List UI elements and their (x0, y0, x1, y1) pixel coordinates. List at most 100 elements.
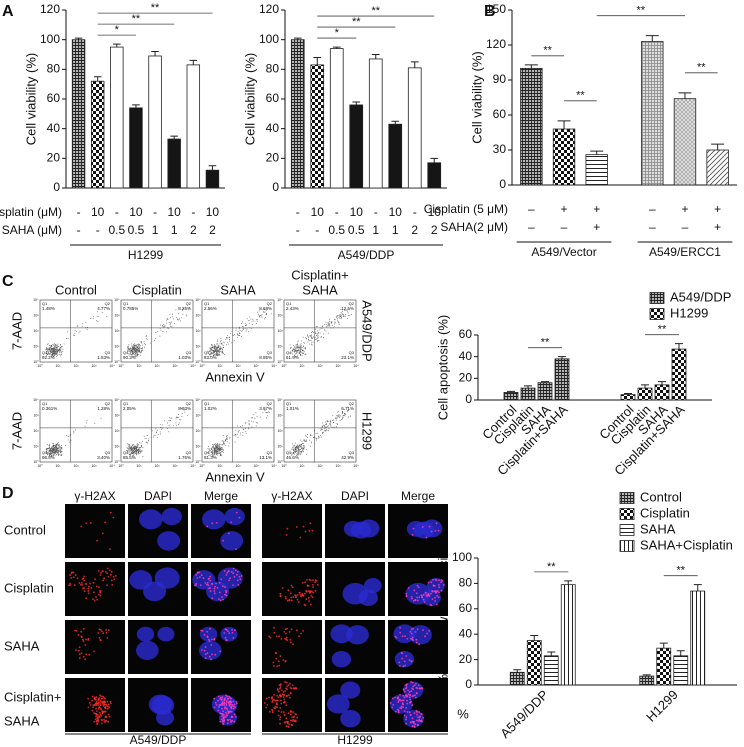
flow-dot (134, 450, 136, 452)
foci (228, 632, 231, 635)
flow-tick: 10² (33, 329, 39, 333)
foci (211, 522, 214, 525)
foci (96, 710, 98, 713)
flow-dot (325, 324, 327, 326)
flow-dot (335, 316, 337, 318)
flow-dot (77, 324, 79, 326)
error-bar (658, 381, 666, 385)
flow-dot (300, 346, 301, 348)
flow-dot (242, 328, 244, 329)
flow-dot (333, 426, 335, 428)
flow-dot (293, 350, 295, 352)
error-bar (524, 385, 532, 389)
flow-dot (56, 353, 58, 355)
flow-dot (339, 317, 341, 319)
flow-dot (56, 454, 57, 456)
flow-dot (144, 346, 145, 348)
flow-tick: 10⁴ (33, 398, 39, 402)
foci (106, 700, 109, 703)
quadrant-label: Q1 (204, 301, 210, 306)
foci (425, 594, 428, 596)
error-bar (507, 390, 515, 393)
flow-tick: 10³ (195, 313, 201, 317)
flow-dot (341, 317, 343, 319)
flow-dot (152, 436, 154, 438)
flow-dot (133, 448, 135, 450)
flow-dot (299, 349, 301, 351)
foci (89, 522, 92, 524)
flow-dot (45, 355, 47, 357)
foci (403, 690, 406, 693)
foci (417, 724, 419, 727)
flow-dot (347, 311, 349, 313)
flow-tick: 10² (114, 329, 120, 333)
flow-dot (131, 446, 133, 448)
flow-dot (264, 410, 266, 412)
bar (543, 655, 559, 686)
foci (87, 590, 90, 592)
flow-dot (299, 443, 301, 445)
flow-dot (98, 315, 100, 317)
flow-dot (151, 430, 153, 432)
flow-dot (338, 324, 340, 326)
flow-tick: 10⁰ (199, 464, 205, 468)
foci (80, 630, 83, 633)
row-label: SAHA (4, 638, 40, 653)
flow-dot (209, 454, 211, 456)
flow-dot (216, 442, 218, 444)
flow-dot (68, 441, 70, 443)
flow-dot (238, 334, 240, 336)
foci (73, 584, 76, 586)
flow-dot (59, 451, 61, 453)
flow-dot (291, 350, 293, 352)
flow-dot (317, 340, 319, 342)
foci (286, 722, 289, 725)
flow-dot (67, 331, 68, 333)
flow-dot (300, 453, 302, 455)
foci (228, 703, 230, 705)
foci (277, 690, 280, 693)
flow-dot (159, 431, 161, 433)
axis-label: 7-AAD (9, 412, 24, 450)
flow-tick: 10⁰ (33, 460, 39, 464)
flow-dot (212, 346, 214, 348)
flow-dot (48, 353, 50, 355)
flow-dot (167, 317, 169, 319)
flow-tick: 10² (235, 364, 241, 368)
flow-dot (255, 323, 257, 324)
flow-dot (172, 313, 173, 315)
y-tick-label: 100 (259, 32, 279, 46)
flow-dot (182, 309, 183, 311)
flow-dot (213, 346, 215, 348)
flow-dot (348, 314, 350, 316)
foci (87, 697, 90, 700)
flow-dot (128, 453, 130, 455)
foci (221, 707, 223, 710)
flow-dot (308, 336, 310, 338)
foci (275, 652, 278, 655)
flow-dot (221, 349, 223, 351)
flow-dot (55, 445, 56, 447)
foci (228, 579, 231, 582)
flow-dot (59, 344, 61, 345)
flow-tick: 10⁴ (277, 398, 283, 402)
flow-dot (248, 322, 250, 324)
flow-dot (225, 338, 226, 340)
foci (430, 592, 432, 595)
flow-dot (163, 326, 165, 328)
foci (280, 638, 283, 640)
flow-dot (327, 332, 329, 334)
flow-dot (129, 349, 130, 351)
flow-dot (248, 316, 250, 318)
flow-dot (248, 420, 250, 422)
foci (308, 600, 310, 602)
foci (198, 576, 201, 578)
flow-dot (127, 347, 129, 349)
foci (69, 574, 72, 576)
foci (85, 653, 87, 656)
foci (291, 720, 294, 722)
foci (229, 700, 232, 703)
flow-dot (294, 449, 295, 451)
flow-dot (300, 452, 302, 454)
flow-dot (141, 344, 143, 346)
